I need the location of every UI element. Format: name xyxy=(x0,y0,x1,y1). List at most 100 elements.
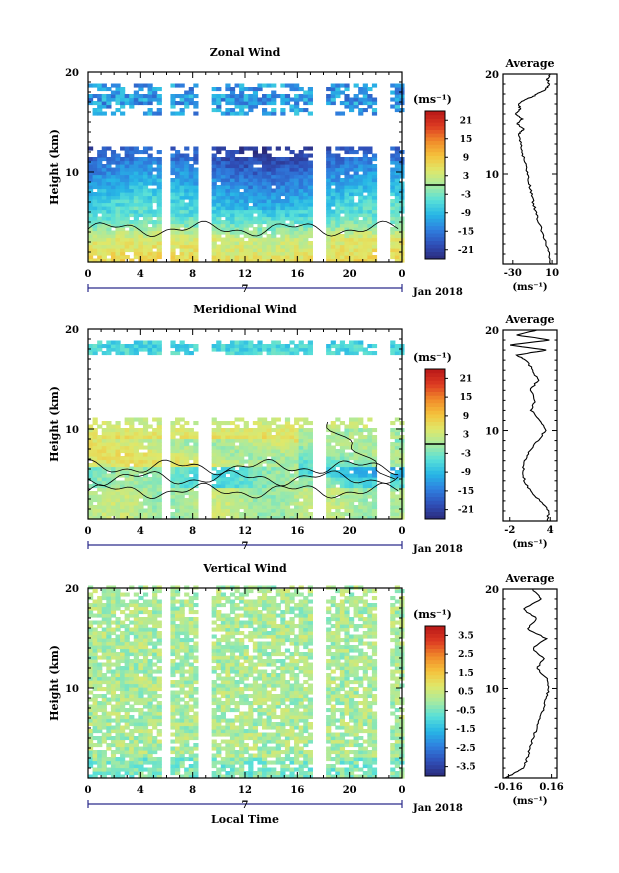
heatmap-cell xyxy=(294,157,300,162)
heatmap-cell xyxy=(294,97,300,102)
heatmap-cell xyxy=(229,421,236,426)
heatmap-cell xyxy=(129,729,135,734)
heatmap-cell xyxy=(229,237,236,242)
heatmap-cell xyxy=(147,750,153,755)
heatmap-cell xyxy=(303,244,309,249)
heatmap-cell xyxy=(88,494,94,499)
heatmap-cell xyxy=(284,195,291,200)
heatmap-cell xyxy=(175,111,181,116)
heatmap-cell xyxy=(88,715,94,720)
heatmap-cell xyxy=(152,340,158,345)
heatmap-cell xyxy=(120,676,126,681)
heatmap-cell xyxy=(129,202,135,207)
heatmap-cell xyxy=(229,150,236,155)
heatmap-cell xyxy=(266,206,272,211)
heatmap-cell xyxy=(225,459,231,464)
heatmap-cell xyxy=(262,195,268,200)
heatmap-cell xyxy=(262,101,268,106)
heatmap-cell xyxy=(339,498,346,503)
heatmap-cell xyxy=(152,617,158,622)
heatmap-cell xyxy=(115,223,121,228)
heatmap-cell xyxy=(115,676,121,681)
heatmap-cell xyxy=(147,424,153,429)
heatmap-cell xyxy=(289,438,295,443)
heatmap-cell xyxy=(234,484,240,489)
heatmap-cell xyxy=(133,90,139,95)
heatmap-cell xyxy=(330,421,336,426)
heatmap-cell xyxy=(271,192,277,197)
heatmap-cell xyxy=(106,248,112,253)
heatmap-cell xyxy=(266,466,272,471)
heatmap-cell xyxy=(175,452,181,457)
heatmap-cell xyxy=(211,209,217,214)
heatmap-cell xyxy=(133,146,139,151)
heatmap-cell xyxy=(170,449,176,454)
heatmap-cell xyxy=(156,494,162,499)
heatmap-cell xyxy=(252,87,259,92)
heatmap-cell xyxy=(248,456,254,461)
heatmap-cell xyxy=(152,750,158,755)
heatmap-cell xyxy=(156,192,162,197)
heatmap-cell xyxy=(147,192,153,197)
heatmap-cell xyxy=(101,237,107,242)
heatmap-cell xyxy=(101,258,107,263)
heatmap-cell xyxy=(97,718,103,723)
heatmap-cell xyxy=(390,463,396,468)
heatmap-cell xyxy=(188,484,194,489)
heatmap-cell xyxy=(133,505,139,510)
heatmap-cell xyxy=(120,680,126,685)
heatmap-cell xyxy=(152,195,158,200)
average-frame xyxy=(502,73,558,265)
heatmap-cell xyxy=(344,452,350,457)
heatmap-cell xyxy=(216,199,222,204)
heatmap-cell xyxy=(101,104,107,109)
heatmap-cell xyxy=(234,206,240,211)
heatmap-cell xyxy=(239,251,245,256)
heatmap-cell xyxy=(170,94,176,99)
heatmap-cell xyxy=(152,624,158,629)
heatmap-cell xyxy=(170,185,176,190)
heatmap-cell xyxy=(358,438,364,443)
heatmap-cell xyxy=(188,501,194,506)
heatmap-cell xyxy=(92,687,98,692)
heatmap-cell xyxy=(147,641,153,646)
heatmap-cell xyxy=(344,466,350,471)
heatmap-cell xyxy=(349,234,355,239)
heatmap-cell xyxy=(152,94,158,99)
heatmap-cell xyxy=(97,505,103,510)
heatmap-cell xyxy=(303,230,309,235)
heatmap-cell xyxy=(115,237,121,242)
heatmap-cell xyxy=(124,634,130,639)
heatmap-cell xyxy=(326,171,332,176)
heatmap-cell xyxy=(133,220,139,225)
heatmap-cell xyxy=(120,659,126,664)
heatmap-cell xyxy=(156,624,162,629)
heatmap-cell xyxy=(124,487,130,492)
heatmap-cell xyxy=(133,659,139,664)
y-tick-label: 10 xyxy=(65,168,79,179)
heatmap-cell xyxy=(170,188,176,193)
heatmap-cell xyxy=(170,445,176,450)
heatmap-cell xyxy=(101,694,107,699)
heatmap-cell xyxy=(257,195,263,200)
heatmap-cell xyxy=(129,704,135,709)
heatmap-cell xyxy=(271,202,277,207)
heatmap-cell xyxy=(252,456,259,461)
heatmap-cell xyxy=(289,237,295,242)
heatmap-cell xyxy=(335,512,341,517)
heatmap-cell xyxy=(106,164,112,169)
heatmap-cell xyxy=(330,501,336,506)
heatmap-cell xyxy=(303,442,309,447)
heatmap-cell xyxy=(326,241,332,246)
heatmap-cell xyxy=(97,708,103,713)
heatmap-cell xyxy=(152,209,158,214)
heatmap-cell xyxy=(188,463,194,468)
heatmap-cell xyxy=(110,188,117,193)
heatmap-cell xyxy=(211,220,217,225)
heatmap-cell xyxy=(390,251,396,256)
heatmap-cell xyxy=(220,421,226,426)
heatmap-cell xyxy=(220,220,226,225)
heatmap-cell xyxy=(156,666,162,671)
heatmap-cell xyxy=(179,424,185,429)
heatmap-cell xyxy=(280,258,286,263)
